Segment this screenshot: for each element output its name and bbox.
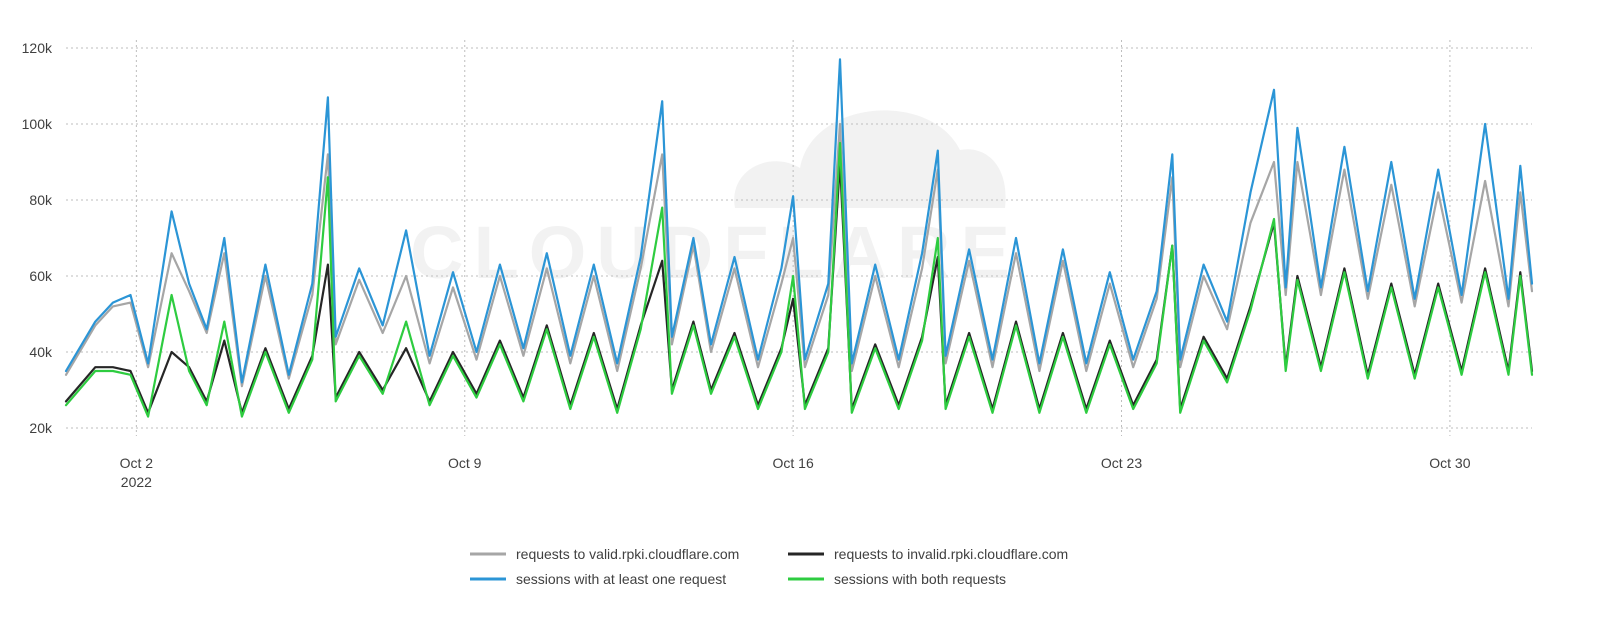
x-tick-label: Oct 16 — [773, 455, 814, 471]
x-tick-sublabel: 2022 — [121, 474, 152, 490]
cloud-logo-icon — [734, 110, 1006, 208]
legend-label: requests to invalid.rpki.cloudflare.com — [834, 546, 1068, 562]
legend-label: sessions with at least one request — [516, 571, 726, 587]
legend: requests to valid.rpki.cloudflare.com req… — [470, 546, 1068, 587]
x-tick-label: Oct 30 — [1429, 455, 1470, 471]
series-line-4 — [64, 141, 1534, 418]
axes: 20k 40k 60k 80k 100k 120k Oct 2 2022 Oct 9 Oct 16… — [22, 40, 1471, 490]
legend-label: requests to valid.rpki.cloudflare.com — [516, 546, 739, 562]
x-tick-label: Oct 23 — [1101, 455, 1142, 471]
watermark-text: CLOUDFLARE — [410, 211, 1020, 294]
x-tick-label: Oct 2 — [120, 455, 154, 471]
y-tick-label: 60k — [29, 268, 53, 284]
y-tick-label: 120k — [22, 40, 53, 56]
y-tick-label: 80k — [29, 192, 53, 208]
series-line-1 — [64, 122, 1534, 388]
series-line-3 — [64, 58, 1534, 384]
legend-label: sessions with both requests — [834, 571, 1006, 587]
series-lines — [64, 58, 1534, 418]
y-tick-label: 100k — [22, 116, 53, 132]
y-tick-label: 40k — [29, 344, 53, 360]
y-tick-label: 20k — [29, 420, 53, 436]
cloudflare-watermark: CLOUDFLARE — [410, 110, 1020, 294]
x-tick-label: Oct 9 — [448, 455, 482, 471]
